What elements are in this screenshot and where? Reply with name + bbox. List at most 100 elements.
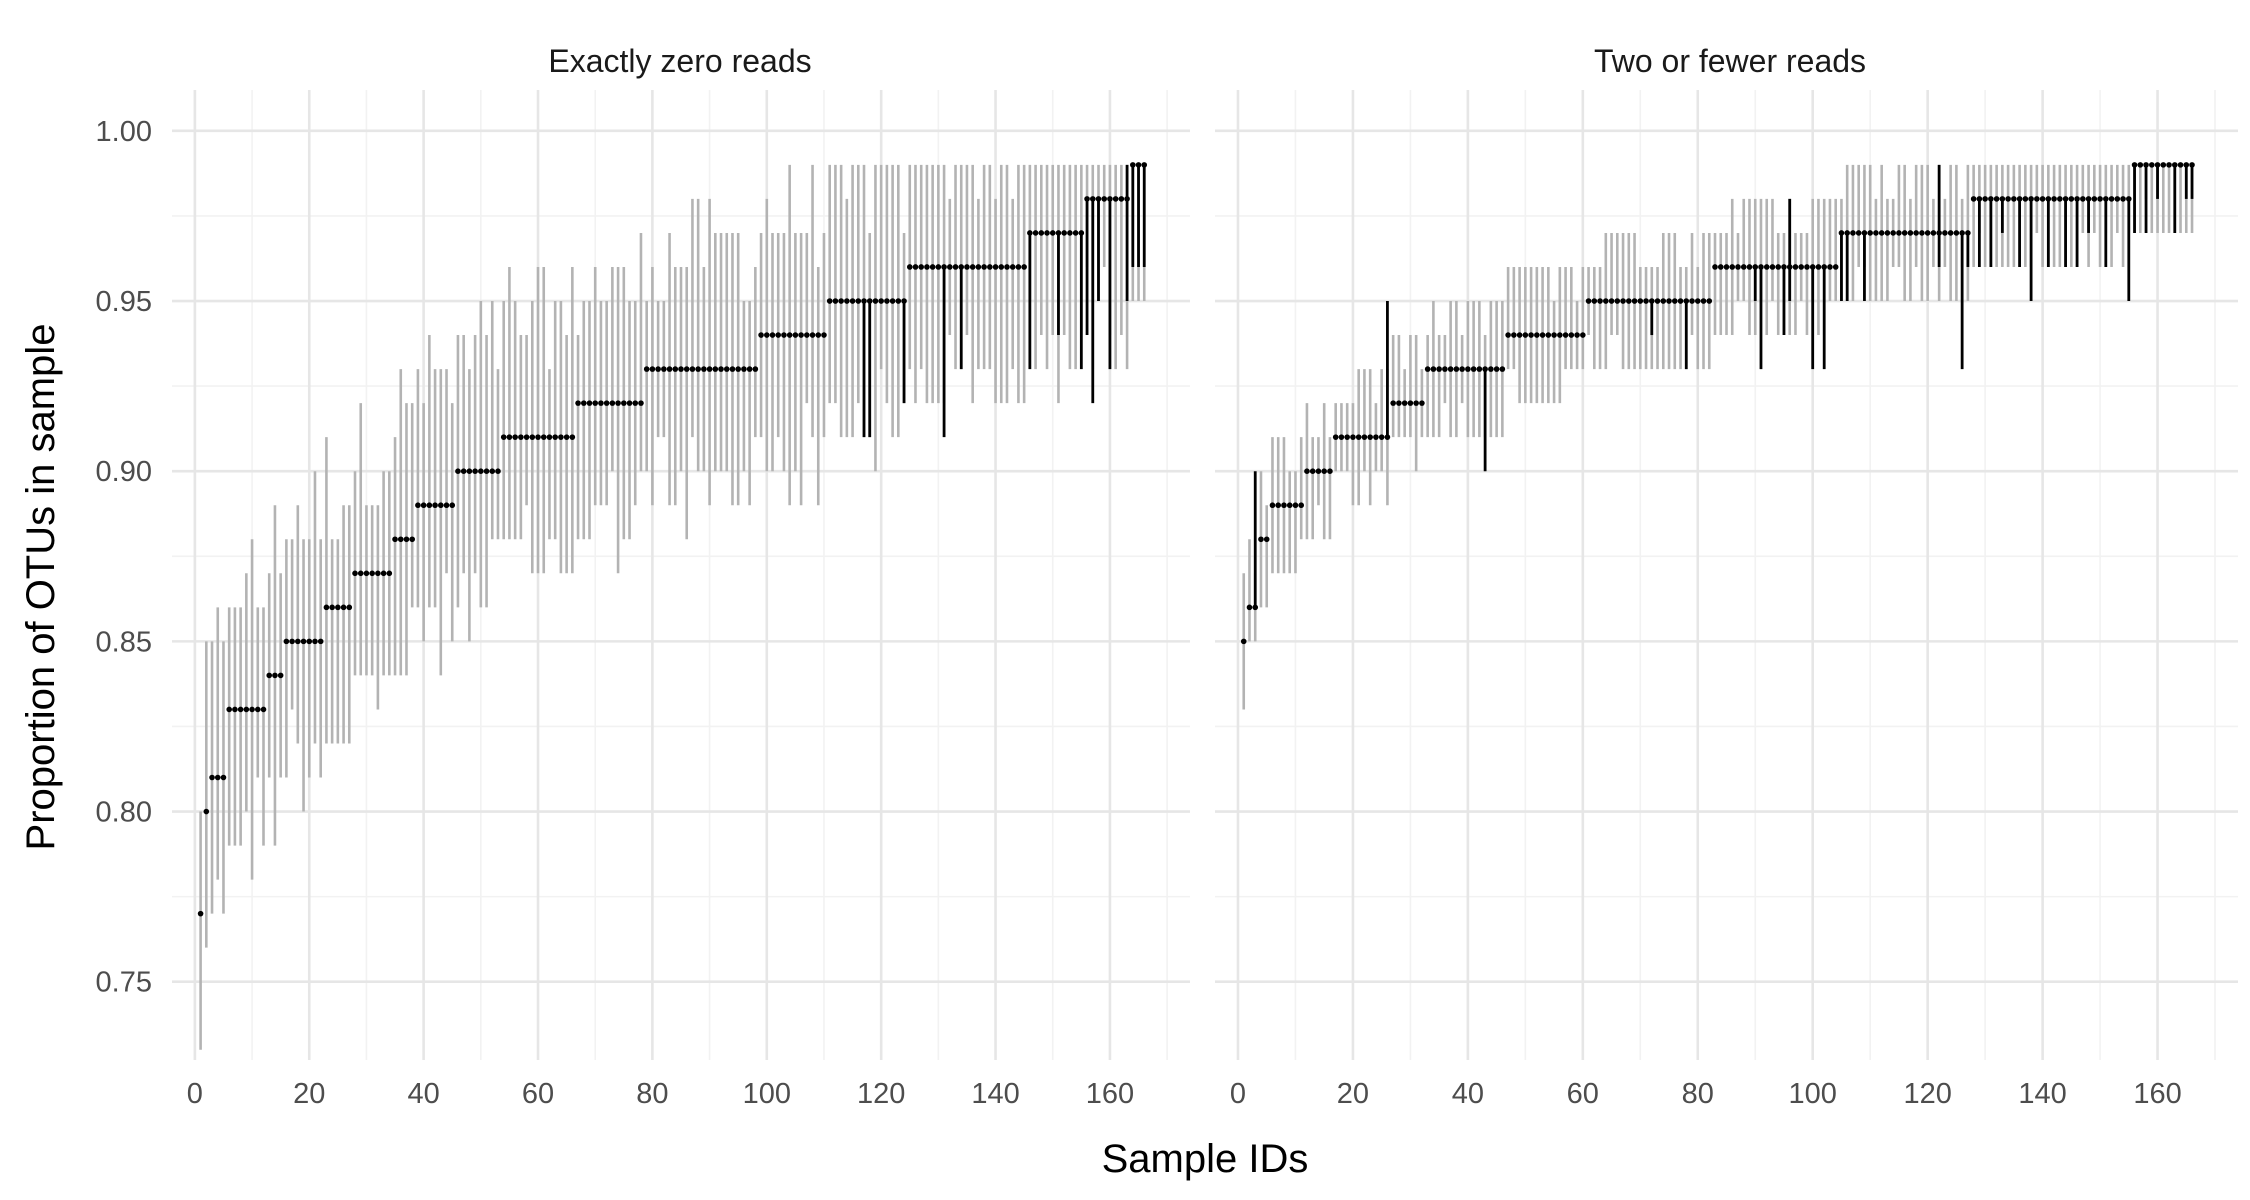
- observed-point: [386, 570, 393, 577]
- observed-point: [1896, 230, 1902, 236]
- observed-point: [1763, 264, 1770, 270]
- observed-point: [1084, 196, 1090, 202]
- observed-point: [1804, 264, 1810, 270]
- observed-point: [1873, 230, 1879, 236]
- observed-point: [1401, 400, 1408, 406]
- observed-point: [758, 332, 764, 338]
- observed-point: [924, 264, 930, 270]
- observed-point: [306, 638, 313, 645]
- x-tick-label: 80: [1682, 1078, 1714, 1110]
- interval-bars: [1242, 164, 2194, 710]
- observed-point: [615, 400, 621, 406]
- observed-point: [1930, 230, 1937, 236]
- observed-point: [380, 570, 387, 577]
- observed-point: [798, 332, 804, 338]
- observed-point: [580, 400, 587, 406]
- observed-point: [901, 298, 907, 304]
- observed-point: [1465, 366, 1471, 372]
- observed-point: [1942, 230, 1948, 236]
- observed-point: [683, 366, 690, 372]
- observed-point: [912, 264, 919, 270]
- observed-point: [415, 502, 421, 509]
- x-tick-label: 100: [1789, 1078, 1837, 1110]
- observed-point: [1032, 230, 1039, 236]
- highlight-bars: [862, 164, 1146, 438]
- observed-point: [489, 468, 496, 474]
- observed-point: [884, 298, 890, 304]
- observed-point: [1861, 230, 1868, 236]
- observed-point: [523, 434, 530, 440]
- observed-point: [535, 434, 541, 440]
- observed-point: [1004, 264, 1010, 270]
- observed-point: [1591, 298, 1598, 304]
- observed-point: [661, 366, 667, 372]
- observed-point: [2057, 196, 2063, 202]
- observed-point: [1844, 230, 1850, 236]
- plot-grid: [172, 90, 1190, 1060]
- observed-point: [1557, 332, 1563, 338]
- observed-point: [2022, 196, 2029, 202]
- observed-point: [506, 434, 513, 440]
- observed-point: [866, 298, 873, 304]
- observed-point: [1332, 434, 1339, 440]
- observed-point: [232, 706, 238, 713]
- observed-point: [2183, 162, 2190, 168]
- observed-point: [752, 366, 759, 372]
- panel-exactly-zero: Exactly zero reads 0 20 40 60 80 100 120 140 160: [172, 43, 1190, 1110]
- y-axis-title: Proportion of OTUs in sample: [19, 324, 63, 851]
- observed-point: [1447, 366, 1454, 372]
- observed-point: [1124, 196, 1130, 202]
- observed-point: [1947, 230, 1954, 236]
- observed-point: [786, 332, 793, 338]
- observed-point: [1407, 400, 1414, 406]
- observed-point: [352, 570, 358, 577]
- observed-point: [1101, 196, 1108, 202]
- observed-point: [672, 366, 679, 372]
- observed-point: [546, 434, 553, 440]
- observed-point: [735, 366, 741, 372]
- observed-point: [649, 366, 656, 372]
- observed-point: [1913, 230, 1919, 236]
- observed-point: [1396, 400, 1402, 406]
- observed-point: [432, 502, 438, 509]
- observed-point: [741, 366, 747, 372]
- observed-point: [2068, 196, 2075, 202]
- observed-point: [1044, 230, 1050, 236]
- observed-point: [1321, 468, 1327, 474]
- observed-point: [1378, 434, 1385, 440]
- observed-point: [1516, 332, 1523, 338]
- observed-point: [249, 706, 255, 713]
- observed-point: [529, 434, 536, 440]
- observed-point: [1453, 366, 1460, 372]
- x-tick-label: 0: [187, 1078, 203, 1110]
- observed-point: [1999, 196, 2006, 202]
- observed-point: [1089, 196, 1096, 202]
- observed-point: [1027, 230, 1033, 236]
- observed-point: [2045, 196, 2052, 202]
- observed-point: [483, 468, 490, 474]
- observed-point: [821, 332, 827, 338]
- observed-point: [918, 264, 925, 270]
- observed-point: [861, 298, 867, 304]
- observed-point: [1884, 230, 1891, 236]
- observed-point: [2143, 162, 2149, 168]
- observed-point: [1982, 196, 1988, 202]
- observed-point: [569, 434, 576, 440]
- observed-point: [340, 604, 347, 611]
- observed-point: [855, 298, 862, 304]
- observed-point: [420, 502, 427, 509]
- observed-point: [666, 366, 673, 372]
- observed-point: [804, 332, 810, 338]
- x-tick-labels: 0 20 40 60 80 100 120 140 160: [1230, 1078, 2182, 1110]
- x-tick-label: 80: [636, 1078, 668, 1110]
- observed-point: [964, 264, 970, 270]
- observed-point: [1723, 264, 1730, 270]
- observed-point: [317, 638, 324, 645]
- observed-point: [1660, 298, 1667, 304]
- y-tick-label: 1.00: [96, 116, 152, 148]
- plot-grid: [1215, 90, 2238, 1060]
- observed-point: [2051, 196, 2057, 202]
- observed-point: [1061, 230, 1067, 236]
- x-tick-label: 120: [1903, 1078, 1951, 1110]
- observed-point: [832, 298, 839, 304]
